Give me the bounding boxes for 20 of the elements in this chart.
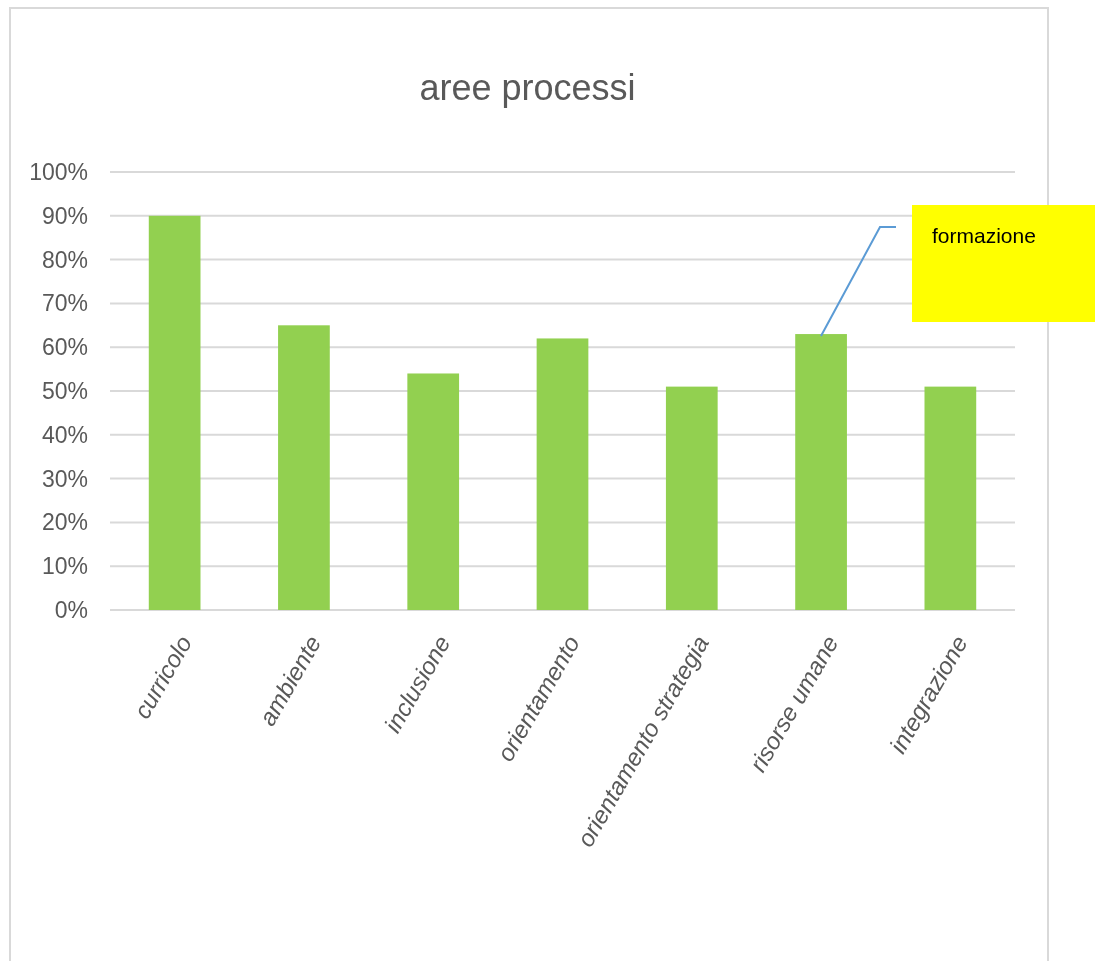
y-tick-label: 80%: [41, 246, 88, 273]
bar: [924, 386, 977, 610]
bar: [148, 215, 201, 610]
y-tick-label: 100%: [29, 159, 88, 185]
y-tick-label: 0%: [54, 597, 88, 623]
bar: [665, 386, 718, 610]
bar: [407, 373, 460, 610]
bar: [795, 334, 847, 610]
y-tick-label: 10%: [41, 553, 88, 580]
y-tick-label: 60%: [41, 334, 88, 361]
y-tick-label: 30%: [41, 465, 88, 492]
chart-title: aree processi: [419, 67, 636, 108]
y-tick-label: 40%: [41, 421, 88, 448]
y-tick-label: 50%: [41, 378, 88, 404]
bar: [278, 325, 330, 610]
annotation: formazione: [932, 224, 1036, 247]
y-tick-label: 20%: [41, 509, 88, 536]
bar: [536, 338, 589, 610]
y-tick-label: 70%: [41, 290, 88, 317]
y-tick-label: 90%: [41, 202, 88, 229]
